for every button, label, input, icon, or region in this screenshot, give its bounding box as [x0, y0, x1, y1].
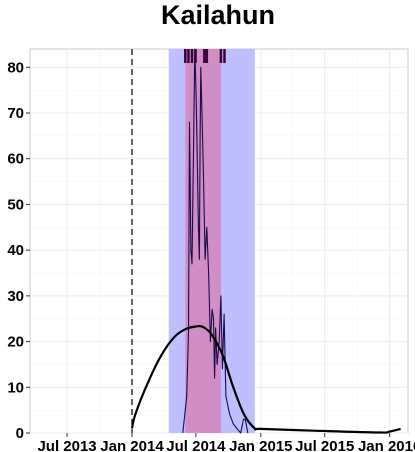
y-tick-label: 0 [16, 425, 24, 442]
x-tick-label: Jul 2015 [295, 438, 354, 452]
observed-series-line [182, 48, 249, 434]
x-tick-label: Jan 2016 [358, 438, 415, 452]
y-tick-label: 60 [7, 151, 24, 168]
event-marks [184, 49, 226, 63]
x-tick-label: Jul 2013 [37, 438, 96, 452]
x-tick-label: Jul 2014 [166, 438, 226, 452]
x-axis: Jul 2013 Jan 2014 Jul 2014 Jan 2015 Jul 2015… [37, 433, 415, 452]
y-tick-label: 10 [7, 379, 24, 396]
y-axis: 0 10 20 30 40 50 60 70 80 [7, 59, 30, 442]
smoothed-series-line [130, 324, 401, 434]
y-tick-label: 20 [7, 334, 24, 351]
data-series [130, 48, 401, 434]
shaded-periods [168, 49, 255, 433]
y-tick-label: 70 [7, 105, 24, 122]
y-tick-label: 50 [7, 196, 24, 213]
x-tick-label: Jan 2014 [100, 438, 164, 452]
x-tick-label: Jan 2015 [229, 438, 292, 452]
y-tick-label: 40 [7, 242, 24, 259]
y-tick-label: 30 [7, 288, 24, 305]
y-tick-label: 80 [7, 59, 24, 76]
chart-title: Kailahun [161, 0, 275, 30]
